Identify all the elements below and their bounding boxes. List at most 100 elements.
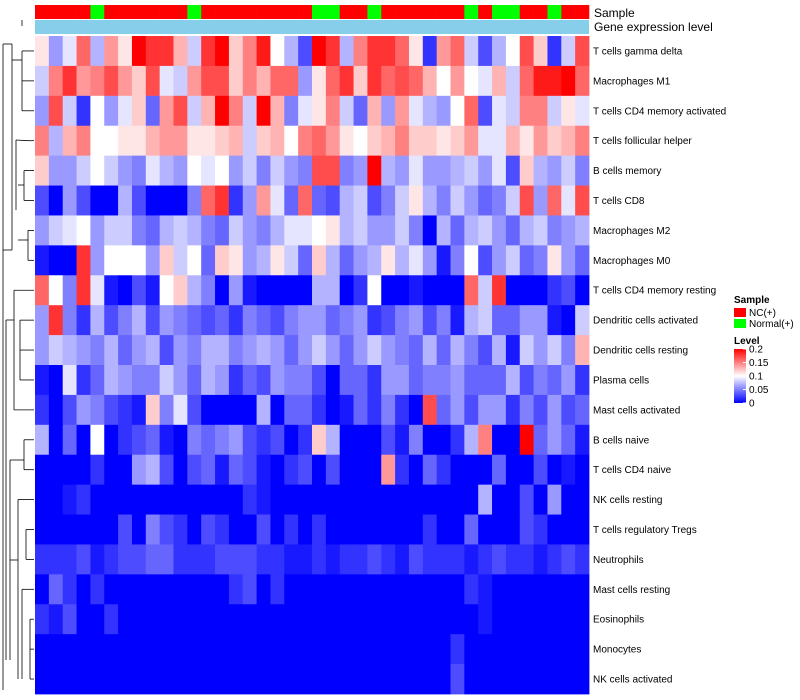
heatmap-cell (48, 664, 64, 695)
heatmap-cell (339, 574, 354, 605)
heatmap-cell (215, 574, 230, 605)
heatmap-cell (104, 365, 119, 396)
heatmap-cell (533, 215, 548, 246)
heatmap-cell (298, 484, 313, 515)
heatmap-cell (256, 664, 271, 695)
heatmap-cell (118, 36, 133, 67)
heatmap-cell (464, 484, 479, 515)
heatmap-cell (90, 394, 105, 426)
heatmap-cell (436, 155, 451, 186)
heatmap-cell (478, 514, 493, 545)
heatmap-cell (48, 424, 64, 456)
heatmap-cell (76, 155, 91, 186)
heatmap-cell (325, 275, 341, 306)
heatmap-cell (104, 275, 119, 306)
heatmap-cell (450, 65, 465, 97)
heatmap-cell (533, 185, 548, 216)
heatmap-cell (325, 215, 341, 246)
sample-annotation-cell (547, 5, 562, 19)
heatmap-cell (547, 305, 562, 336)
heatmap-cell (173, 125, 188, 157)
dendrogram-branch (15, 139, 29, 142)
heatmap-cell (325, 365, 341, 396)
heatmap-cell (547, 275, 562, 306)
sample-annotation-cell (367, 5, 382, 19)
heatmap-cell (547, 155, 562, 186)
heatmap-cell (35, 424, 50, 456)
heatmap-cell (118, 544, 133, 575)
heatmap-cell (505, 335, 521, 366)
heatmap-cell (478, 275, 493, 306)
heatmap-cell (90, 604, 105, 635)
heatmap-cell (395, 454, 410, 486)
heatmap-cell (270, 215, 285, 246)
heatmap-cell (519, 275, 534, 306)
heatmap-cell (533, 245, 548, 276)
heatmap-cell (145, 484, 161, 515)
heatmap-cell (145, 604, 161, 635)
heatmap-cell (284, 484, 299, 515)
heatmap-cell (408, 365, 424, 396)
heatmap-cell (298, 95, 313, 127)
heatmap-cell (242, 185, 257, 216)
heatmap-cell (118, 664, 133, 695)
heatmap-cell (270, 574, 285, 605)
heatmap-cell (298, 245, 313, 276)
heatmap-cell (312, 245, 327, 276)
heatmap-cell (76, 305, 91, 336)
heatmap-cell (118, 365, 133, 396)
heatmap-cell (450, 664, 465, 695)
heatmap-cell (270, 604, 285, 635)
heatmap-cell (90, 634, 105, 665)
heatmap-cell (478, 484, 493, 515)
heatmap-cell (575, 484, 590, 515)
heatmap-cell (35, 125, 50, 157)
gene-annotation-label: Gene expression level (594, 20, 713, 34)
heatmap-cell (561, 65, 576, 97)
heatmap-cell (48, 604, 64, 635)
heatmap-cell (228, 215, 244, 246)
heatmap-cell (312, 484, 327, 515)
heatmap-cell (159, 155, 174, 186)
heatmap-cell (450, 424, 465, 456)
heatmap-cell (395, 36, 410, 67)
heatmap-cell (450, 275, 465, 306)
heatmap-cell (367, 95, 382, 127)
heatmap-cell (90, 155, 105, 186)
sample-annotation-cell (270, 5, 285, 19)
heatmap-cell (76, 454, 91, 486)
heatmap-cell (48, 245, 64, 276)
heatmap-cell (270, 394, 285, 426)
heatmap-cell (339, 365, 354, 396)
heatmap-cell (395, 125, 410, 157)
heatmap-cell (298, 574, 313, 605)
heatmap-cell (353, 215, 368, 246)
heatmap-cell (575, 574, 590, 605)
heatmap-cell (187, 305, 202, 336)
heatmap-cell (353, 544, 368, 575)
heatmap-cell (187, 36, 202, 67)
heatmap-cell (381, 424, 396, 456)
heatmap-cell (353, 155, 368, 186)
heatmap-cell (76, 125, 91, 157)
sample-annotation-cell (173, 5, 188, 19)
heatmap-cell (173, 95, 188, 127)
row-label: Dendritic cells activated (593, 316, 698, 327)
heatmap-cell (422, 454, 438, 486)
heatmap-cell (256, 544, 271, 575)
heatmap-cell (519, 245, 534, 276)
row-label: Mast cells activated (593, 405, 680, 416)
heatmap-cell (187, 604, 202, 635)
heatmap-cell (131, 484, 147, 515)
heatmap-cell (533, 454, 548, 486)
heatmap-cell (48, 65, 64, 97)
heatmap-cell (62, 604, 77, 635)
heatmap-cell (118, 604, 133, 635)
heatmap-cell (436, 365, 451, 396)
heatmap-cell (187, 454, 202, 486)
heatmap-cell (228, 155, 244, 186)
heatmap-cell (256, 454, 271, 486)
heatmap-cell (201, 245, 216, 276)
heatmap-cell (367, 125, 382, 157)
heatmap-cell (436, 544, 451, 575)
